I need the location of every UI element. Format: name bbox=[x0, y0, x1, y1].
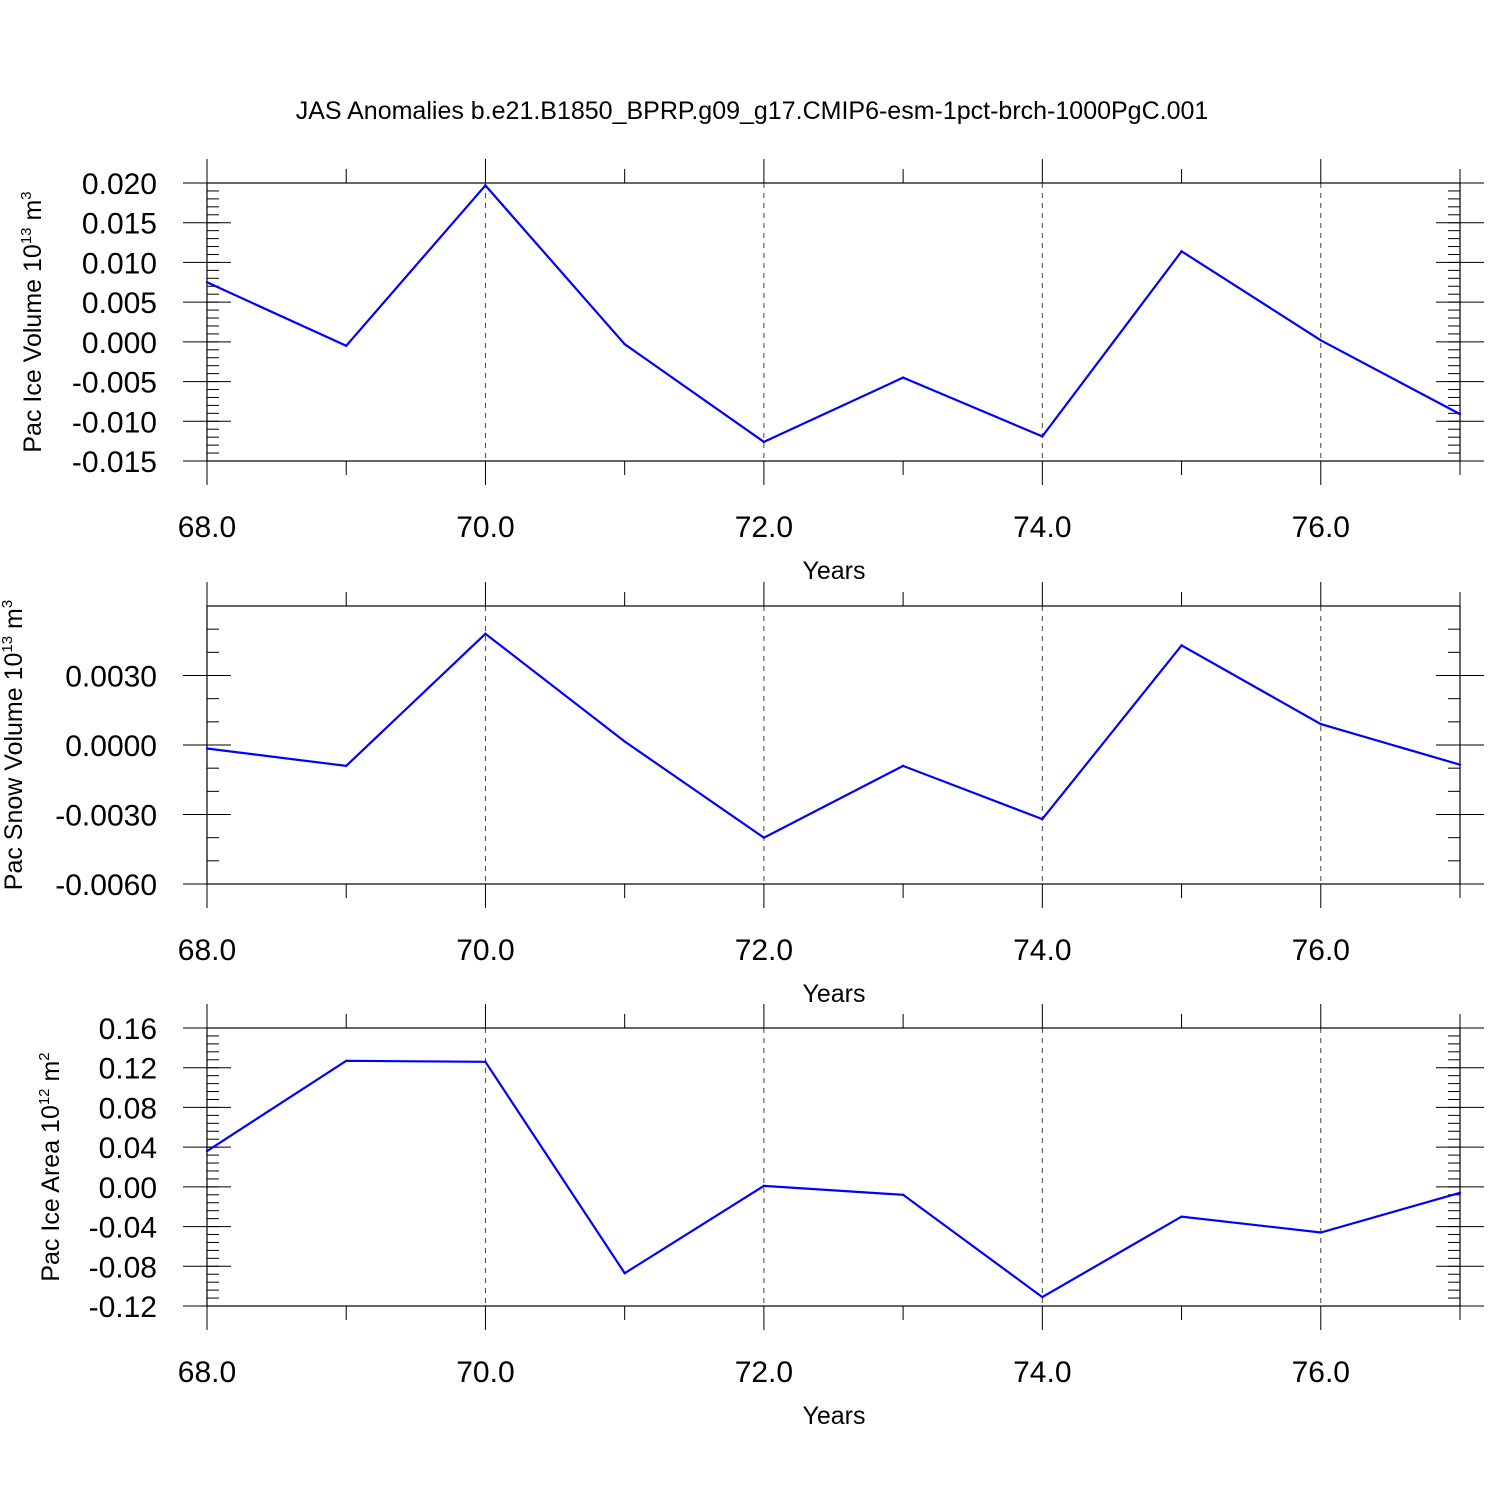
chart-1-ytick-label: 0.005 bbox=[82, 287, 157, 320]
chart-2-plot-frame bbox=[206, 605, 1461, 885]
chart-1-ytick-label: 0.020 bbox=[82, 168, 157, 201]
chart-3-data-point bbox=[762, 1184, 766, 1188]
chart-2-y-axis-title: Pac Snow Volume 1013 m3 bbox=[0, 600, 28, 890]
chart-2-ytick-label: 0.0030 bbox=[65, 661, 157, 694]
chart-2-data-point bbox=[1319, 722, 1322, 726]
chart-3-ytick-label: -0.08 bbox=[89, 1251, 157, 1284]
chart-3-xtick-label: 76.0 bbox=[1292, 1356, 1350, 1389]
chart-panel-2: 0.0030 0.0000 -0.0030 -0.0060 68.0 70.0 72.0 74… bbox=[0, 582, 1484, 1008]
chart-1-xtick-label: 74.0 bbox=[1013, 511, 1071, 544]
chart-2-data-point bbox=[484, 632, 487, 635]
chart-3-data-point bbox=[1041, 1295, 1044, 1299]
chart-1-data-point bbox=[484, 184, 487, 187]
chart-2-data-point bbox=[762, 836, 766, 839]
chart-3-ytick-label: -0.04 bbox=[89, 1212, 157, 1245]
chart-1-xtick-label: 70.0 bbox=[456, 511, 514, 544]
chart-1-series-line bbox=[206, 183, 1461, 444]
chart-1-xtick-label: 72.0 bbox=[735, 511, 793, 544]
chart-title: JAS Anomalies b.e21.B1850_BPRP.g09_g17.C… bbox=[296, 97, 1209, 125]
chart-3-ytick-label: -0.12 bbox=[89, 1291, 157, 1324]
chart-1-data-point bbox=[205, 281, 209, 284]
chart-3-ytick-label: 0.04 bbox=[99, 1132, 157, 1165]
chart-1-x-axis-title: Years bbox=[802, 557, 865, 585]
chart-2-ytick-label: -0.0060 bbox=[55, 869, 157, 902]
chart-3-plot-frame bbox=[206, 1027, 1461, 1307]
chart-3-data-point bbox=[901, 1193, 905, 1197]
chart-1-data-point bbox=[1180, 250, 1183, 253]
chart-panel-1: 0.020 0.015 0.010 0.005 0.000 -0.005 -0.010 -0.… bbox=[18, 159, 1484, 585]
chart-3-ytick-label: 0.00 bbox=[99, 1172, 157, 1205]
chart-1-data-point bbox=[762, 440, 766, 444]
chart-1-xtick-label: 76.0 bbox=[1292, 511, 1350, 544]
chart-2-xtick-label: 68.0 bbox=[178, 934, 236, 967]
chart-2-data-point bbox=[345, 764, 348, 768]
chart-1-xtick-label: 68.0 bbox=[178, 511, 236, 544]
chart-2-xtick-label: 70.0 bbox=[456, 934, 514, 967]
chart-2-data-point bbox=[1180, 644, 1183, 647]
chart-3-xtick-label: 68.0 bbox=[178, 1356, 236, 1389]
chart-3-data-point bbox=[1319, 1231, 1322, 1234]
chart-3-xtick-label: 72.0 bbox=[735, 1356, 793, 1389]
chart-2-ytick-label: -0.0030 bbox=[55, 800, 157, 833]
chart-3-data-point bbox=[484, 1060, 487, 1063]
chart-2-data-point bbox=[623, 740, 626, 743]
chart-2-data-point bbox=[1458, 763, 1462, 766]
chart-2-data-point bbox=[901, 764, 905, 768]
chart-2-xtick-label: 72.0 bbox=[735, 934, 793, 967]
chart-1-data-point bbox=[1319, 339, 1322, 342]
chart-1-ytick-label: 0.000 bbox=[82, 327, 157, 360]
chart-1-ytick-label: 0.015 bbox=[82, 208, 157, 241]
chart-2-data-point bbox=[1041, 817, 1044, 821]
chart-panel-3: 0.16 0.12 0.08 0.04 0.00 -0.04 -0.08 -0.12 68.0 7… bbox=[36, 1004, 1484, 1430]
chart-3-data-point bbox=[205, 1149, 209, 1153]
chart-3-x-axis-title: Years bbox=[802, 1402, 865, 1430]
chart-2-x-axis-title: Years bbox=[802, 980, 865, 1008]
chart-1-ytick-label: -0.010 bbox=[72, 406, 157, 439]
chart-1-data-point bbox=[1458, 412, 1462, 416]
chart-3-xtick-label: 70.0 bbox=[456, 1356, 514, 1389]
chart-1-ytick-label: -0.015 bbox=[72, 446, 157, 479]
chart-3-data-point bbox=[1180, 1215, 1183, 1218]
chart-1-data-point bbox=[623, 343, 626, 346]
chart-1-data-point bbox=[1041, 435, 1044, 438]
chart-2-xtick-label: 74.0 bbox=[1013, 934, 1071, 967]
chart-3-series-line bbox=[206, 1059, 1461, 1299]
chart-3-ytick-label: 0.16 bbox=[99, 1013, 157, 1046]
chart-1-ytick-label: -0.005 bbox=[72, 367, 157, 400]
chart-3-ytick-label: 0.12 bbox=[99, 1053, 157, 1086]
chart-1-plot-frame bbox=[206, 182, 1461, 462]
chart-1-y-axis-title: Pac Ice Volume 1013 m3 bbox=[18, 191, 47, 452]
chart-3-data-point bbox=[1458, 1191, 1462, 1195]
chart-3-y-axis-title: Pac Ice Area 1012 m2 bbox=[36, 1052, 65, 1281]
chart-1-data-point bbox=[901, 376, 905, 379]
chart-1-data-point bbox=[345, 344, 348, 348]
chart-3-ytick-label: 0.08 bbox=[99, 1092, 157, 1125]
chart-3-data-point bbox=[345, 1059, 348, 1062]
chart-2-series-line bbox=[206, 632, 1461, 839]
chart-2-data-point bbox=[205, 747, 209, 750]
chart-1-ytick-label: 0.010 bbox=[82, 247, 157, 280]
chart-2-ytick-label: 0.0000 bbox=[65, 730, 157, 763]
chart-2-xtick-label: 76.0 bbox=[1292, 934, 1350, 967]
chart-3-data-point bbox=[623, 1272, 626, 1275]
chart-3-xtick-label: 74.0 bbox=[1013, 1356, 1071, 1389]
